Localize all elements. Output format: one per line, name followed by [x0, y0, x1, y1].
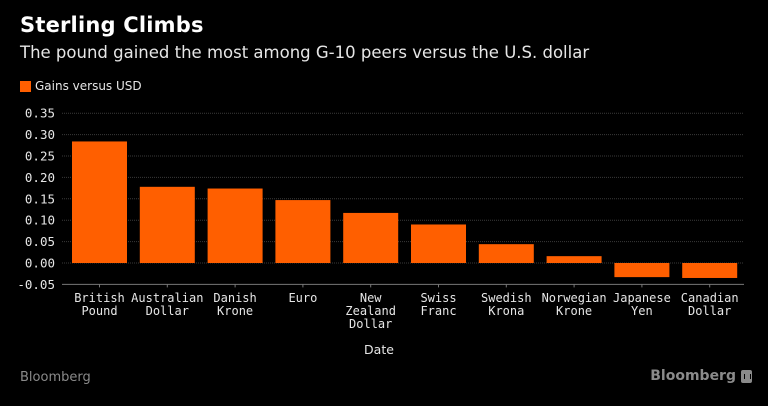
bar — [275, 200, 331, 263]
legend-swatch — [20, 80, 31, 92]
x-axis-label: Date — [364, 342, 394, 357]
x-tick-label: Swedish — [481, 291, 532, 305]
x-tick-label: Pound — [81, 304, 117, 318]
x-tick-label: Norwegian — [542, 291, 607, 305]
bar — [682, 263, 738, 278]
axis-layer: 0.35 0.30 0.25 0.20 0.15 0.10 0.05 0.00 -0.05 Bri… — [17, 106, 744, 331]
y-tick-label: 0.15 — [25, 191, 55, 206]
y-tick-label: 0.10 — [25, 213, 55, 228]
bar — [72, 141, 127, 263]
x-tick-label: Dollar — [349, 317, 392, 331]
y-tick-label: 0.35 — [25, 106, 55, 121]
y-tick-label: 0.25 — [25, 149, 55, 164]
x-tick-label: Japanese — [613, 291, 671, 305]
chart-title: Sterling Climbs — [20, 13, 204, 37]
x-tick-label: Danish — [213, 291, 256, 305]
x-tick-label: Yen — [631, 304, 653, 318]
bar — [546, 256, 602, 263]
x-tick-label: Krona — [488, 304, 524, 318]
x-tick-label: Franc — [420, 304, 456, 318]
x-tick-label: Canadian — [681, 291, 739, 305]
x-tick-label: Krone — [556, 304, 592, 318]
x-tick-label: Australian — [131, 291, 203, 305]
legend-label: Gains versus USD — [35, 79, 142, 93]
bar — [478, 244, 534, 263]
bar — [614, 263, 670, 278]
bar — [207, 188, 263, 263]
bar — [343, 212, 399, 263]
x-tick-label: British — [74, 291, 125, 305]
y-tick-label: 0.00 — [25, 256, 55, 271]
bar — [411, 224, 466, 263]
bloomberg-chart-icon — [741, 369, 752, 383]
x-tick-label: Krone — [217, 304, 253, 318]
bar — [139, 186, 195, 263]
y-tick-label: 0.30 — [25, 127, 55, 142]
legend: Gains versus USD — [20, 79, 142, 93]
source-label: Bloomberg — [20, 370, 91, 385]
bloomberg-logo: Bloomberg — [650, 368, 752, 384]
x-tick-label: New — [360, 291, 382, 305]
chart-subtitle: The pound gained the most among G-10 pee… — [20, 43, 590, 62]
y-tick-label: 0.05 — [25, 234, 55, 249]
x-tick-label: Swiss — [420, 291, 456, 305]
x-tick-label: Dollar — [146, 304, 189, 318]
x-tick-label: Dollar — [688, 304, 731, 318]
x-tick-label: Euro — [288, 291, 317, 305]
y-tick-label: 0.20 — [25, 170, 55, 185]
x-tick-label: Zealand — [345, 304, 396, 318]
bloomberg-logo-text: Bloomberg — [650, 368, 736, 384]
y-tick-label: -0.05 — [17, 277, 55, 292]
bar-layer — [72, 141, 738, 278]
